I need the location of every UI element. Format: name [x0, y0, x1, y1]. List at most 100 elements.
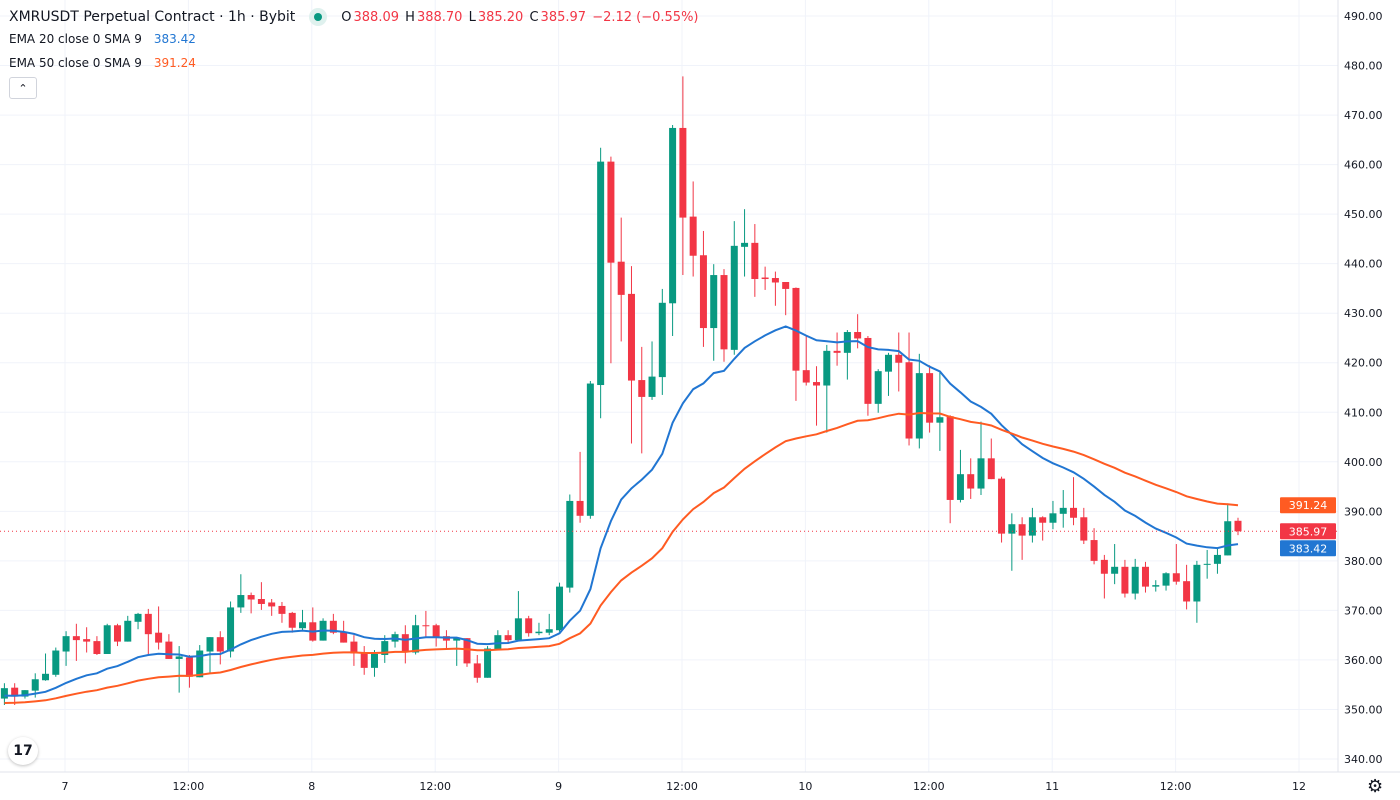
candle — [874, 369, 882, 413]
candle — [1213, 548, 1221, 574]
candle-body — [1183, 581, 1191, 602]
x-tick-label: 12:00 — [1160, 780, 1192, 793]
candle — [802, 334, 810, 386]
candle — [144, 608, 152, 655]
candle — [473, 654, 481, 683]
candle-body — [946, 416, 954, 500]
candle — [288, 611, 296, 633]
x-tick-label: 12 — [1292, 780, 1306, 793]
candle — [1193, 560, 1201, 623]
candle — [751, 224, 759, 297]
candle-body — [257, 599, 265, 604]
collapse-legend-button[interactable]: ⌃ — [9, 77, 37, 99]
candle — [422, 610, 430, 637]
open-value: 388.09 — [353, 9, 400, 25]
candle — [823, 344, 831, 433]
candle-body — [874, 371, 882, 404]
candle — [977, 421, 985, 495]
candle — [648, 341, 656, 400]
x-tick-label: 10 — [798, 780, 812, 793]
candle-body — [1039, 517, 1047, 523]
candle — [741, 209, 749, 277]
candle — [1203, 549, 1211, 579]
candle-body — [535, 631, 543, 634]
indicator-name: EMA 50 close 0 SMA 9 — [9, 56, 142, 70]
close-value: 385.97 — [540, 9, 587, 25]
y-tick-label: 370.00 — [1344, 604, 1383, 617]
tradingview-logo[interactable]: 17 — [8, 737, 38, 765]
candle-body — [545, 629, 553, 633]
candle-body — [761, 277, 769, 280]
candle — [463, 638, 471, 667]
candle — [915, 353, 923, 449]
candle-body — [967, 474, 975, 489]
candle-body — [494, 635, 502, 650]
candle-body — [52, 650, 60, 675]
candle — [1049, 500, 1057, 530]
candle — [484, 646, 492, 678]
candle — [669, 124, 677, 336]
candle-body — [268, 602, 276, 607]
y-tick-label: 480.00 — [1344, 60, 1383, 73]
y-tick-label: 340.00 — [1344, 753, 1383, 766]
candle-body — [1100, 559, 1108, 574]
candle-body — [381, 641, 389, 655]
candle — [936, 371, 944, 451]
candle-body — [0, 688, 8, 699]
y-tick-label: 380.00 — [1344, 555, 1383, 568]
candle-body — [288, 612, 296, 628]
candle — [319, 618, 327, 641]
candle-body — [843, 332, 851, 353]
candle-body — [93, 641, 101, 654]
high-label: H — [405, 9, 415, 25]
candle-body — [370, 653, 378, 668]
candle-body — [1070, 507, 1078, 518]
candle-body — [31, 679, 39, 691]
indicator-ema20[interactable]: EMA 20 close 0 SMA 9 383.42 — [9, 27, 701, 51]
candle-body — [1193, 564, 1201, 602]
candle-body — [1080, 517, 1088, 541]
candle-body — [504, 635, 512, 641]
x-tick-label: 12:00 — [666, 780, 698, 793]
candle-body — [1213, 554, 1221, 564]
candle — [895, 332, 903, 392]
candle-body — [1121, 566, 1129, 594]
symbol-title[interactable]: XMRUSDT Perpetual Contract · 1h · Bybit — [9, 9, 296, 25]
candle-body — [124, 620, 132, 642]
price-axis[interactable]: 490.00 480.00 470.00 460.00 450.00 440.00 430.… — [1337, 0, 1383, 772]
candle — [854, 314, 862, 349]
candle — [185, 654, 193, 688]
candle-body — [710, 275, 718, 329]
candle — [1141, 561, 1149, 593]
candle-body — [556, 586, 564, 631]
y-tick-label: 440.00 — [1344, 258, 1383, 271]
indicator-value: 391.24 — [153, 56, 196, 70]
candle-body — [1131, 566, 1139, 594]
candle-body — [113, 625, 121, 642]
candle-body — [196, 650, 204, 678]
candle-body — [453, 637, 461, 641]
candle-body — [155, 632, 163, 643]
ema-line-50 — [4, 411, 1239, 704]
gear-icon[interactable]: ⚙ — [1367, 776, 1384, 797]
candle — [237, 574, 245, 613]
candle-body — [278, 605, 286, 614]
candle-body — [463, 638, 471, 664]
candle-body — [854, 332, 862, 339]
time-axis[interactable]: 7 12:00 8 12:00 9 12:00 10 12:00 11 12:00 12 — [0, 771, 1400, 793]
candle-body — [669, 127, 677, 304]
candle — [813, 366, 821, 426]
candle — [792, 287, 800, 401]
candle-body — [679, 127, 687, 218]
candle — [1131, 558, 1139, 600]
candle-body — [1008, 524, 1016, 534]
candle-body — [237, 595, 245, 608]
price-label-text: 385.97 — [1289, 525, 1328, 538]
indicator-ema50[interactable]: EMA 50 close 0 SMA 9 391.24 — [9, 51, 701, 75]
candle — [556, 582, 564, 632]
candle-body — [597, 161, 605, 386]
candle-body — [586, 383, 594, 516]
close-label: C — [529, 9, 539, 25]
